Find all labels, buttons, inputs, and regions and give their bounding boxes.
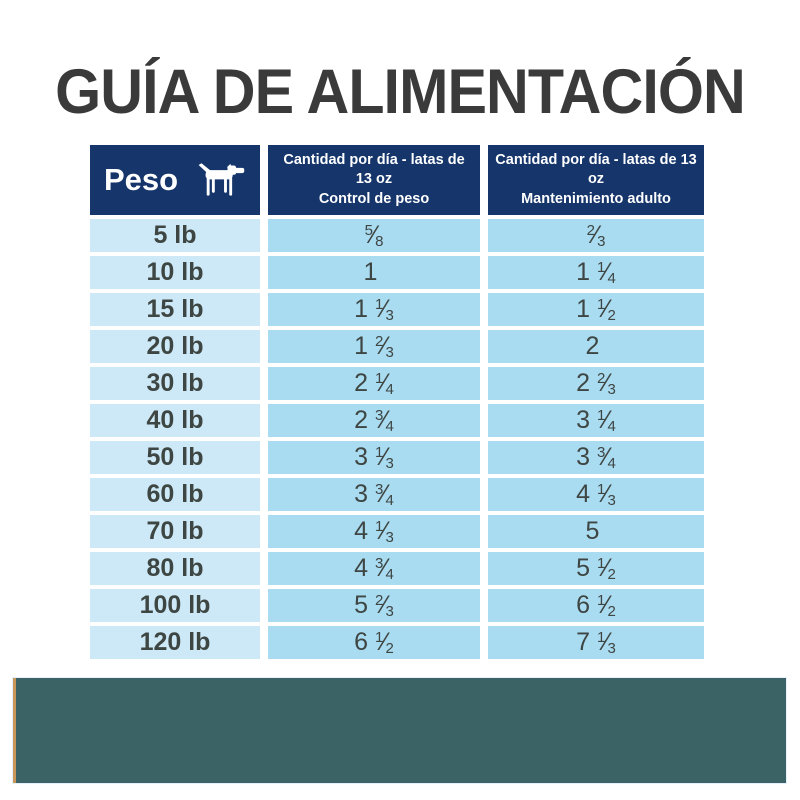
weight-cell: 40 lb [90, 404, 260, 437]
adult-cell: 3 3⁄4 [488, 441, 704, 474]
weight-cell: 10 lb [90, 256, 260, 289]
header-weight-label: Peso [103, 162, 179, 197]
package-band [12, 677, 787, 784]
header-adult-line1: Cantidad por día - latas de 13 oz [495, 152, 697, 188]
adult-cell: 1 1⁄4 [488, 256, 704, 289]
weight-cell: 15 lb [90, 293, 260, 326]
header-control-line1: Cantidad por día - latas de 13 oz [283, 152, 465, 188]
adult-cell: 3 1⁄4 [488, 404, 704, 437]
weight-cell: 80 lb [90, 552, 260, 585]
weight-cell: 30 lb [90, 367, 260, 400]
control-cell: 1 [268, 256, 480, 289]
control-cell: 4 3⁄4 [268, 552, 480, 585]
weight-cell: 5 lb [90, 219, 260, 252]
weight-cell: 20 lb [90, 330, 260, 363]
control-cell: 5⁄8 [268, 219, 480, 252]
page-title: GUÍA DE ALIMENTACIÓN [55, 57, 746, 127]
control-cell: 2 1⁄4 [268, 367, 480, 400]
weight-cell: 60 lb [90, 478, 260, 511]
control-cell: 2 3⁄4 [268, 404, 480, 437]
weight-cell: 50 lb [90, 441, 260, 474]
control-cell: 6 1⁄2 [268, 626, 480, 659]
control-cell: 3 3⁄4 [268, 478, 480, 511]
adult-cell: 5 1⁄2 [488, 552, 704, 585]
adult-cell: 7 1⁄3 [488, 626, 704, 659]
control-cell: 4 1⁄3 [268, 515, 480, 548]
adult-cell: 2 [488, 330, 704, 363]
header-control-line2: Control de peso [318, 190, 430, 207]
weight-cell: 100 lb [90, 589, 260, 622]
header-adult-line2: Mantenimiento adulto [521, 190, 671, 207]
control-cell: 3 1⁄3 [268, 441, 480, 474]
adult-cell: 2⁄3 [488, 219, 704, 252]
control-cell: 1 2⁄3 [268, 330, 480, 363]
adult-cell: 2 2⁄3 [488, 367, 704, 400]
weight-cell: 120 lb [90, 626, 260, 659]
control-cell: 5 2⁄3 [268, 589, 480, 622]
adult-cell: 6 1⁄2 [488, 589, 704, 622]
adult-cell: 5 [488, 515, 704, 548]
header-adult: Cantidad por día - latas de 13 oz Manten… [488, 145, 704, 215]
weight-cell: 70 lb [90, 515, 260, 548]
adult-cell: 4 1⁄3 [488, 478, 704, 511]
feeding-table: Peso Cantidad por día - latas de 13 oz C… [90, 145, 704, 659]
header-control: Cantidad por día - latas de 13 oz Contro… [268, 145, 480, 215]
dog-icon [198, 163, 245, 196]
adult-cell: 1 1⁄2 [488, 293, 704, 326]
control-cell: 1 1⁄3 [268, 293, 480, 326]
header-weight: Peso [90, 145, 260, 215]
